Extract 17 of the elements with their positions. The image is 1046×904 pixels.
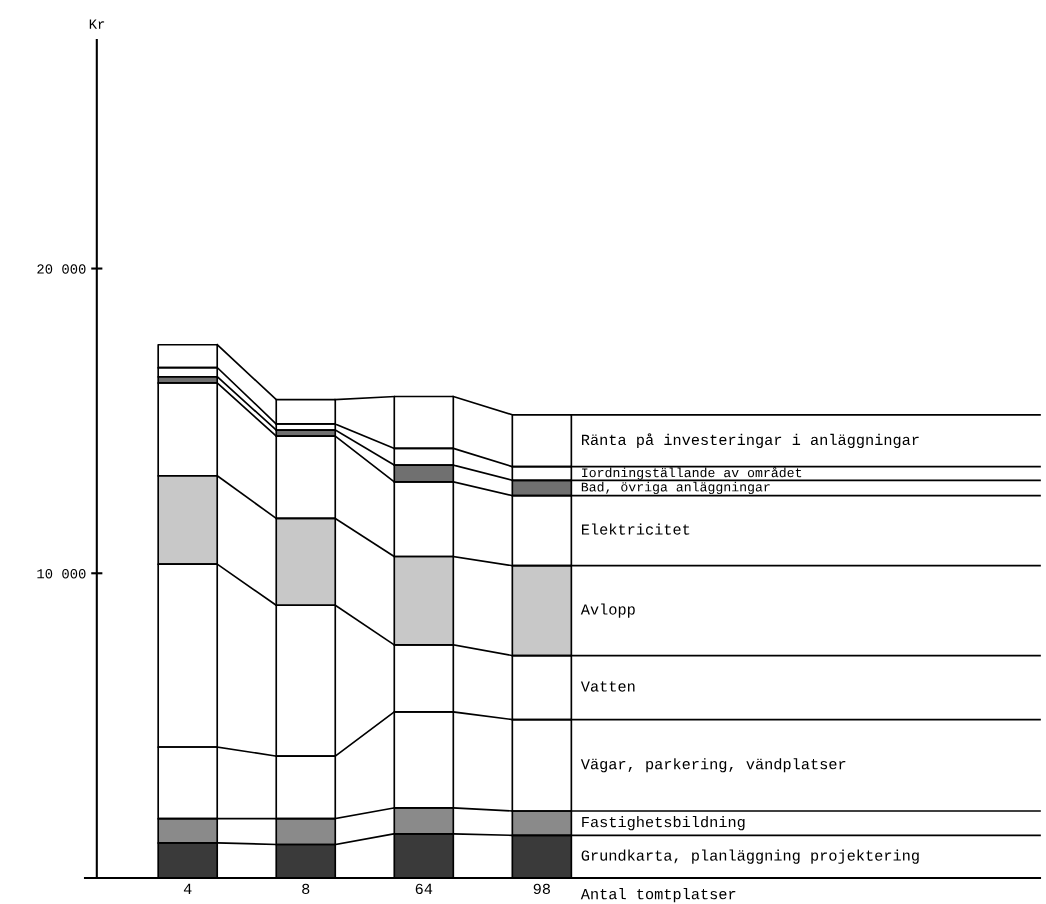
series-label: Vägar, parkering, vändplatser [580,758,846,773]
y-axis-title: Kr [89,19,105,29]
series-label: Vatten [580,681,635,692]
series-label: Fastighetsbildning [582,816,745,831]
series-label: Iordningställande av området [582,467,802,480]
series-label: Ränta på investeringar i anläggningar [582,433,919,449]
series-label: Grundkarta, planläggning projektering [581,849,919,864]
series-label: Avlopp [580,603,635,618]
x-tick-label: 64 [415,883,433,895]
y-tick-label: 20 000 [37,264,86,274]
y-tick-label: 10 000 [37,569,86,579]
series-label: Elektricitet [582,523,690,535]
x-axis-title: Antal tomtplatser [580,888,736,903]
x-tick-label: 4 [183,883,192,894]
x-tick-label: 98 [533,883,550,895]
x-tick-label: 8 [302,883,310,895]
series-label: Bad, övriga anläggningar [581,481,770,495]
